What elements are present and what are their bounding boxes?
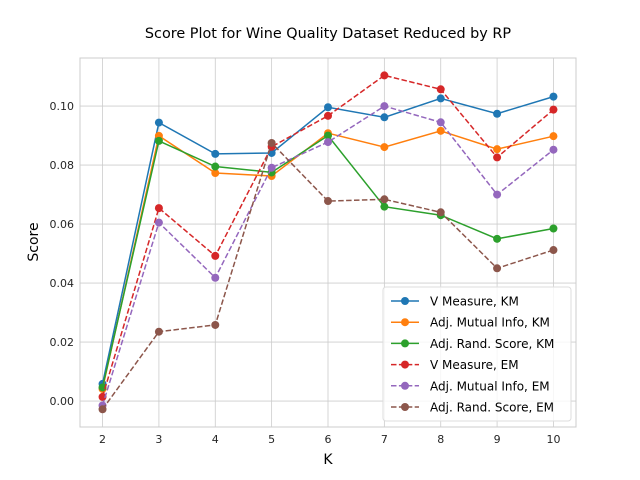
data-point [549,132,558,141]
data-point [436,126,445,135]
data-point [324,111,332,120]
data-point [211,273,220,282]
x-tick-label: 5 [268,433,275,446]
legend-label: Adj. Rand. Score, KM [430,337,554,351]
series-0 [98,92,558,388]
legend-box [382,286,572,422]
data-point [211,162,220,171]
y-tick-label: 0.06 [50,218,75,231]
y-tick-label: 0.00 [50,395,75,408]
data-point [211,169,220,178]
series-lines [98,71,558,414]
data-point [154,136,163,145]
data-point [98,383,107,392]
legend-label: V Measure, EM [430,358,519,372]
series-5 [98,138,558,414]
legend-marker [401,360,409,369]
x-tick-label: 8 [437,433,444,446]
chart-title: Score Plot for Wine Quality Dataset Redu… [145,26,511,42]
data-point [267,138,276,147]
tick-labels: 0.00 0.02 0.04 0.06 0.08 0.10 2 3 4 5 6 7 8 9 10 [50,100,561,446]
data-point [549,145,558,154]
legend-label: Adj. Mutual Info, EM [430,379,550,393]
data-point [493,145,502,154]
y-tick-label: 0.04 [50,277,75,290]
legend-marker [401,339,409,348]
data-point [380,202,389,211]
legend: V Measure, KM Adj. Mutual Info, KM Adj. Ra… [382,286,572,422]
y-axis-label: Score [26,222,42,261]
data-point [549,246,558,255]
legend-label: Adj. Mutual Info, KM [430,316,550,330]
data-point [493,109,502,118]
x-tick-label: 10 [546,433,560,446]
data-point [98,392,107,401]
data-point [549,92,558,101]
legend-marker [401,297,409,305]
legend-marker [401,403,409,411]
legend-label: Adj. Rand. Score, EM [430,401,554,415]
legend-entry: Adj. Rand. Score, KM [391,337,554,351]
data-point [154,327,163,336]
data-point [324,103,332,112]
data-point [436,208,445,217]
data-point [493,264,502,273]
legend-marker [401,318,409,327]
data-point [154,118,163,127]
x-tick-label: 6 [325,433,332,446]
legend-label: V Measure, KM [430,295,519,309]
series-4 [98,102,558,410]
legend-marker [401,381,409,390]
data-point [324,138,332,147]
data-point [211,149,220,158]
data-point [98,405,107,414]
series-line [101,74,554,398]
data-point [380,195,389,204]
x-tick-label: 7 [381,433,388,446]
x-tick-label: 2 [99,433,106,446]
data-point [436,94,445,103]
data-point [380,71,389,80]
data-point [493,153,502,162]
legend-entry: V Measure, EM [391,358,519,372]
x-axis-label: K [323,452,333,468]
data-point [154,218,163,227]
data-point [436,118,445,127]
data-point [380,113,389,122]
y-tick-label: 0.02 [50,336,75,349]
legend-entry: Adj. Mutual Info, EM [391,379,550,393]
series-line [101,141,554,410]
legend-entry: Adj. Mutual Info, KM [391,316,550,330]
data-point [436,85,445,94]
x-tick-label: 4 [212,433,219,446]
data-point [324,131,332,140]
data-point [324,197,332,206]
data-point [549,105,558,114]
y-tick-label: 0.08 [50,159,75,172]
x-tick-label: 3 [155,433,162,446]
legend-entry: Adj. Rand. Score, EM [391,401,554,415]
data-point [380,102,389,111]
data-point [549,224,558,233]
x-tick-label: 9 [494,433,501,446]
data-point [380,143,389,152]
data-point [493,190,502,199]
legend-entry: V Measure, KM [391,295,519,309]
y-tick-label: 0.10 [50,100,75,113]
data-point [211,320,220,329]
data-point [493,234,502,243]
data-point [267,163,276,172]
data-point [211,251,220,260]
data-point [154,204,163,213]
